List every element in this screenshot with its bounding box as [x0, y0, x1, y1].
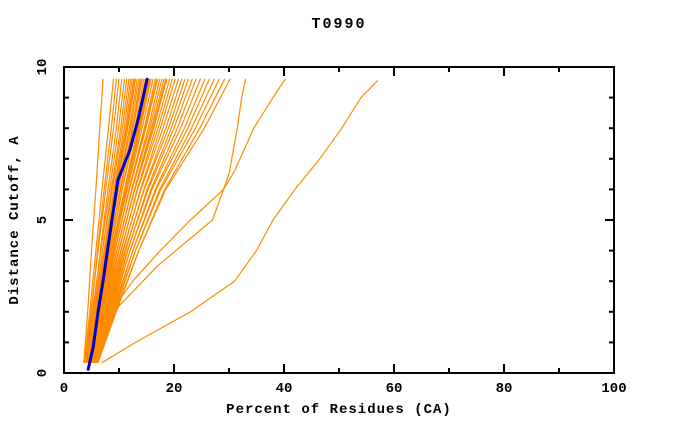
model-curve-28: [90, 78, 159, 363]
model-curve-30: [90, 78, 163, 363]
model-curve-49: [95, 78, 231, 363]
model-curve-6: [85, 78, 126, 363]
x-tick-label: 60: [386, 381, 403, 397]
chart-title: T0990: [311, 16, 367, 33]
model-curve-37: [92, 78, 179, 363]
model-curve-25: [89, 78, 154, 363]
model-outlier-knee: [90, 78, 247, 363]
model-outlier-mid: [93, 78, 286, 363]
x-tick-label: 20: [166, 381, 183, 397]
y-tick-label: 0: [35, 369, 51, 377]
model-curve-35: [91, 78, 173, 363]
model-curve-47: [95, 78, 220, 363]
x-tick-label: 0: [60, 381, 68, 397]
model-curve-39: [93, 78, 186, 363]
y-tick-label: 10: [35, 59, 51, 76]
x-tick-label: 80: [496, 381, 513, 397]
model-curve-4: [84, 78, 120, 363]
model-outlier-far: [101, 80, 379, 363]
model-curve-8: [85, 78, 130, 363]
best-model: [86, 77, 149, 371]
x-tick-label: 40: [276, 381, 293, 397]
model-curve-1: [83, 78, 104, 363]
y-tick-label: 5: [35, 216, 51, 224]
x-tick-label: 100: [601, 381, 626, 397]
model-curve-2: [83, 78, 115, 363]
x-axis-label: Percent of Residues (CA): [226, 402, 452, 418]
model-curve-41: [93, 78, 193, 363]
model-curve-33: [91, 78, 168, 363]
